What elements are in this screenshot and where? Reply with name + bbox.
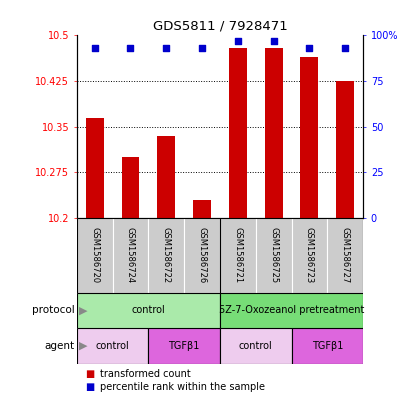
Bar xyxy=(193,200,211,218)
Bar xyxy=(220,328,291,364)
Text: GSM1586722: GSM1586722 xyxy=(162,228,171,283)
Text: transformed count: transformed count xyxy=(100,369,190,379)
Point xyxy=(234,38,241,44)
Point xyxy=(342,45,349,51)
Bar xyxy=(291,328,363,364)
Bar xyxy=(220,218,256,293)
Text: control: control xyxy=(239,341,273,351)
Text: ■: ■ xyxy=(85,369,94,379)
Text: control: control xyxy=(96,341,129,351)
Text: percentile rank within the sample: percentile rank within the sample xyxy=(100,382,265,392)
Text: GSM1586723: GSM1586723 xyxy=(305,227,314,284)
Text: ▶: ▶ xyxy=(79,305,87,316)
Text: GSM1586721: GSM1586721 xyxy=(233,228,242,283)
Bar xyxy=(122,157,139,218)
Text: ▶: ▶ xyxy=(79,341,87,351)
Text: 5Z-7-Oxozeanol pretreatment: 5Z-7-Oxozeanol pretreatment xyxy=(219,305,364,316)
Bar xyxy=(77,328,149,364)
Bar xyxy=(220,293,363,328)
Bar xyxy=(157,136,175,218)
Bar xyxy=(149,328,220,364)
Text: TGFβ1: TGFβ1 xyxy=(312,341,343,351)
Text: protocol: protocol xyxy=(32,305,75,316)
Bar xyxy=(256,218,291,293)
Bar xyxy=(149,218,184,293)
Point xyxy=(270,38,277,44)
Point xyxy=(127,45,134,51)
Text: GSM1586720: GSM1586720 xyxy=(90,228,99,283)
Text: agent: agent xyxy=(44,341,75,351)
Text: GSM1586725: GSM1586725 xyxy=(269,228,278,283)
Bar xyxy=(112,218,149,293)
Bar xyxy=(184,218,220,293)
Bar xyxy=(327,218,363,293)
Bar xyxy=(300,57,318,218)
Bar xyxy=(77,218,112,293)
Bar xyxy=(229,48,247,218)
Text: GSM1586726: GSM1586726 xyxy=(198,227,207,284)
Point xyxy=(163,45,170,51)
Bar xyxy=(336,81,354,218)
Point xyxy=(199,45,205,51)
Text: GSM1586724: GSM1586724 xyxy=(126,228,135,283)
Point xyxy=(91,45,98,51)
Text: control: control xyxy=(132,305,165,316)
Text: GSM1586727: GSM1586727 xyxy=(341,227,350,284)
Bar xyxy=(77,293,220,328)
Text: ■: ■ xyxy=(85,382,94,392)
Text: TGFβ1: TGFβ1 xyxy=(168,341,200,351)
Bar xyxy=(291,218,327,293)
Point xyxy=(306,45,313,51)
Bar xyxy=(265,48,283,218)
Title: GDS5811 / 7928471: GDS5811 / 7928471 xyxy=(153,20,287,33)
Bar xyxy=(86,118,104,218)
